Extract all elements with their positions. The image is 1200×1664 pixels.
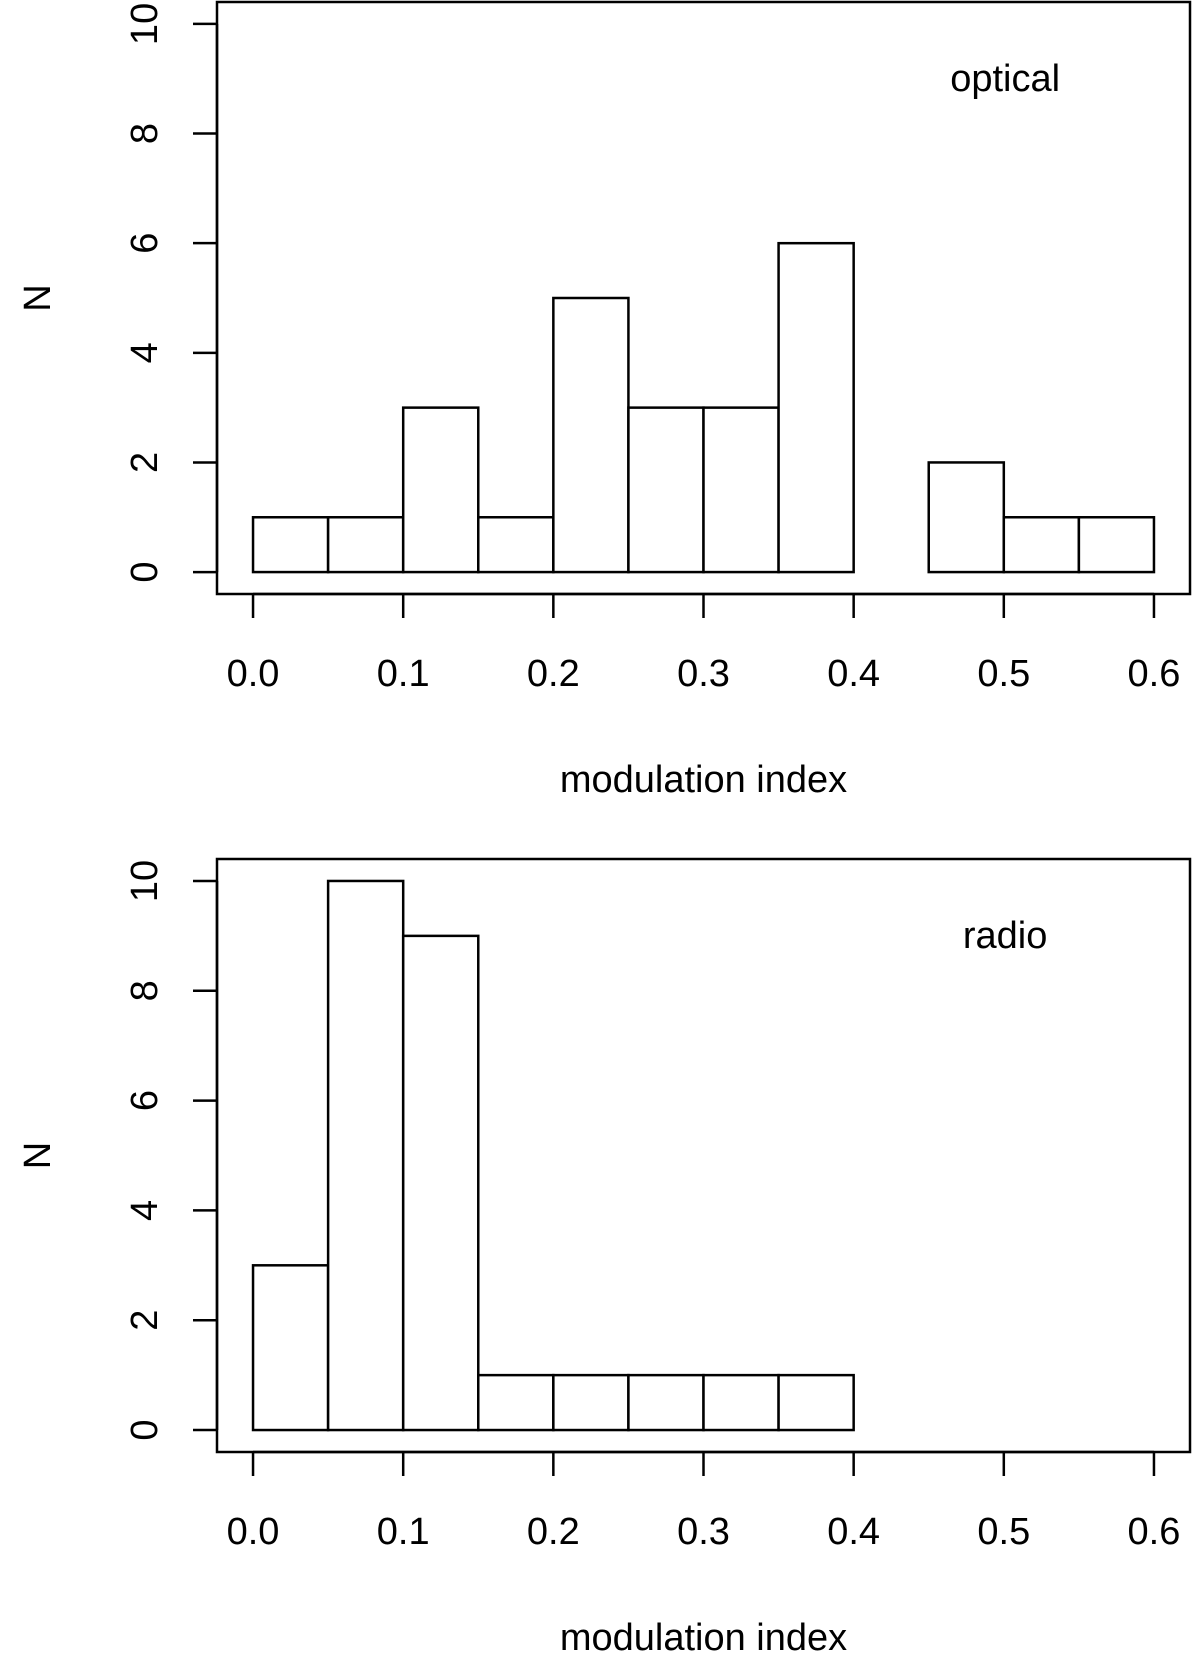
x-tick-label: 0.2 (527, 1511, 580, 1553)
y-tick-label: 4 (124, 342, 166, 363)
x-tick-label: 0.3 (677, 1511, 730, 1553)
y-axis-label: N (17, 1142, 59, 1169)
bar (251, 516, 330, 574)
y-tick-label: 2 (124, 452, 166, 473)
y-tick-label: 4 (124, 1200, 166, 1221)
x-tick-label: 0.4 (827, 653, 880, 695)
bar (477, 516, 555, 574)
x-tick-label: 0.6 (1128, 1511, 1181, 1553)
annotation: radio (963, 915, 1048, 957)
x-tick-label: 0.1 (377, 653, 430, 695)
annotation: optical (950, 58, 1060, 100)
bar (477, 1373, 555, 1432)
x-axis-label: modulation index (560, 759, 847, 801)
x-tick-label: 0.6 (1128, 653, 1181, 695)
x-tick-label: 0.0 (227, 1511, 280, 1553)
y-tick-label: 6 (124, 233, 166, 254)
bar (1077, 516, 1156, 574)
bar (552, 1373, 630, 1432)
bar (777, 241, 855, 574)
bar (777, 1373, 855, 1432)
bar (401, 934, 480, 1432)
y-tick-label: 8 (124, 980, 166, 1001)
y-tick-label: 10 (124, 3, 166, 45)
x-axis-label: modulation index (560, 1617, 847, 1659)
bar (326, 879, 405, 1432)
x-tick-label: 0.5 (977, 1511, 1030, 1553)
y-tick-label: 0 (124, 562, 166, 583)
y-tick-label: 6 (124, 1090, 166, 1111)
y-axis-label: N (17, 284, 59, 311)
bar (627, 406, 705, 574)
bar (552, 296, 630, 574)
x-tick-label: 0.4 (827, 1511, 880, 1553)
x-tick-label: 0.0 (227, 653, 280, 695)
y-tick-label: 10 (124, 860, 166, 902)
bar (401, 406, 480, 574)
y-tick-label: 2 (124, 1310, 166, 1331)
bar (627, 1373, 705, 1432)
y-tick-label: 0 (124, 1419, 166, 1440)
x-tick-label: 0.1 (377, 1511, 430, 1553)
x-tick-label: 0.2 (527, 653, 580, 695)
bar (1002, 516, 1081, 574)
y-tick-label: 8 (124, 123, 166, 144)
bar (326, 516, 405, 574)
bar (927, 461, 1006, 574)
x-tick-label: 0.5 (977, 653, 1030, 695)
bar (702, 1373, 780, 1432)
bar (702, 406, 780, 574)
bar (251, 1264, 330, 1432)
x-tick-label: 0.3 (677, 653, 730, 695)
